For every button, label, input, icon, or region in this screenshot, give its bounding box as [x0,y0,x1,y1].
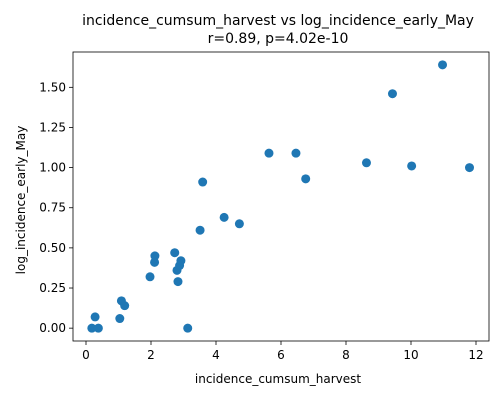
scatter-point [438,60,448,70]
chart-subtitle: r=0.89, p=4.02e-10 [208,31,349,47]
scatter-point [219,212,229,222]
scatter-point [150,251,160,261]
y-tick-label: 0.00 [39,321,66,335]
scatter-point [170,248,180,258]
scatter-point [120,301,130,311]
x-tick-label: 10 [403,348,418,362]
y-tick-label: 1.00 [39,161,66,175]
y-tick-label: 0.75 [39,201,66,215]
scatter-point [465,163,474,173]
y-tick-label: 1.25 [39,120,66,134]
scatter-point [291,148,301,158]
scatter-point [234,219,244,229]
x-tick-label: 2 [147,348,155,362]
x-tick-label: 0 [82,348,90,362]
y-tick-label: 0.50 [39,241,66,255]
scatter-point [145,272,155,282]
scatter-point [87,323,97,333]
scatter-point [264,148,274,158]
scatter-point [90,312,100,322]
scatter-point [173,277,183,287]
scatter-point [361,158,371,168]
scatter-point [198,177,208,187]
scatter-point [301,174,311,184]
scatter-point [93,323,103,333]
scatter-point [183,323,193,333]
x-tick-label: 12 [468,348,483,362]
x-axis-label: incidence_cumsum_harvest [195,372,362,386]
scatter-point [115,314,125,324]
y-axis-label: log_incidence_early_May [14,126,28,275]
x-tick-label: 8 [342,348,350,362]
x-tick-label: 4 [212,348,220,362]
y-tick-label: 0.25 [39,281,66,295]
scatter-point [150,257,160,267]
plot-frame [72,51,490,342]
x-tick-label: 6 [277,348,285,362]
scatter-point [176,256,186,266]
scatter-point [195,225,205,235]
scatter-point [407,161,417,171]
chart-title: incidence_cumsum_harvest vs log_incidenc… [82,13,474,29]
y-tick-label: 1.50 [39,80,66,94]
scatter-point [387,89,397,99]
plot-area: 0 2 4 6 8 10 12 0.00 0.25 0.50 0.75 1.00 1.25 1.50 [39,51,490,362]
